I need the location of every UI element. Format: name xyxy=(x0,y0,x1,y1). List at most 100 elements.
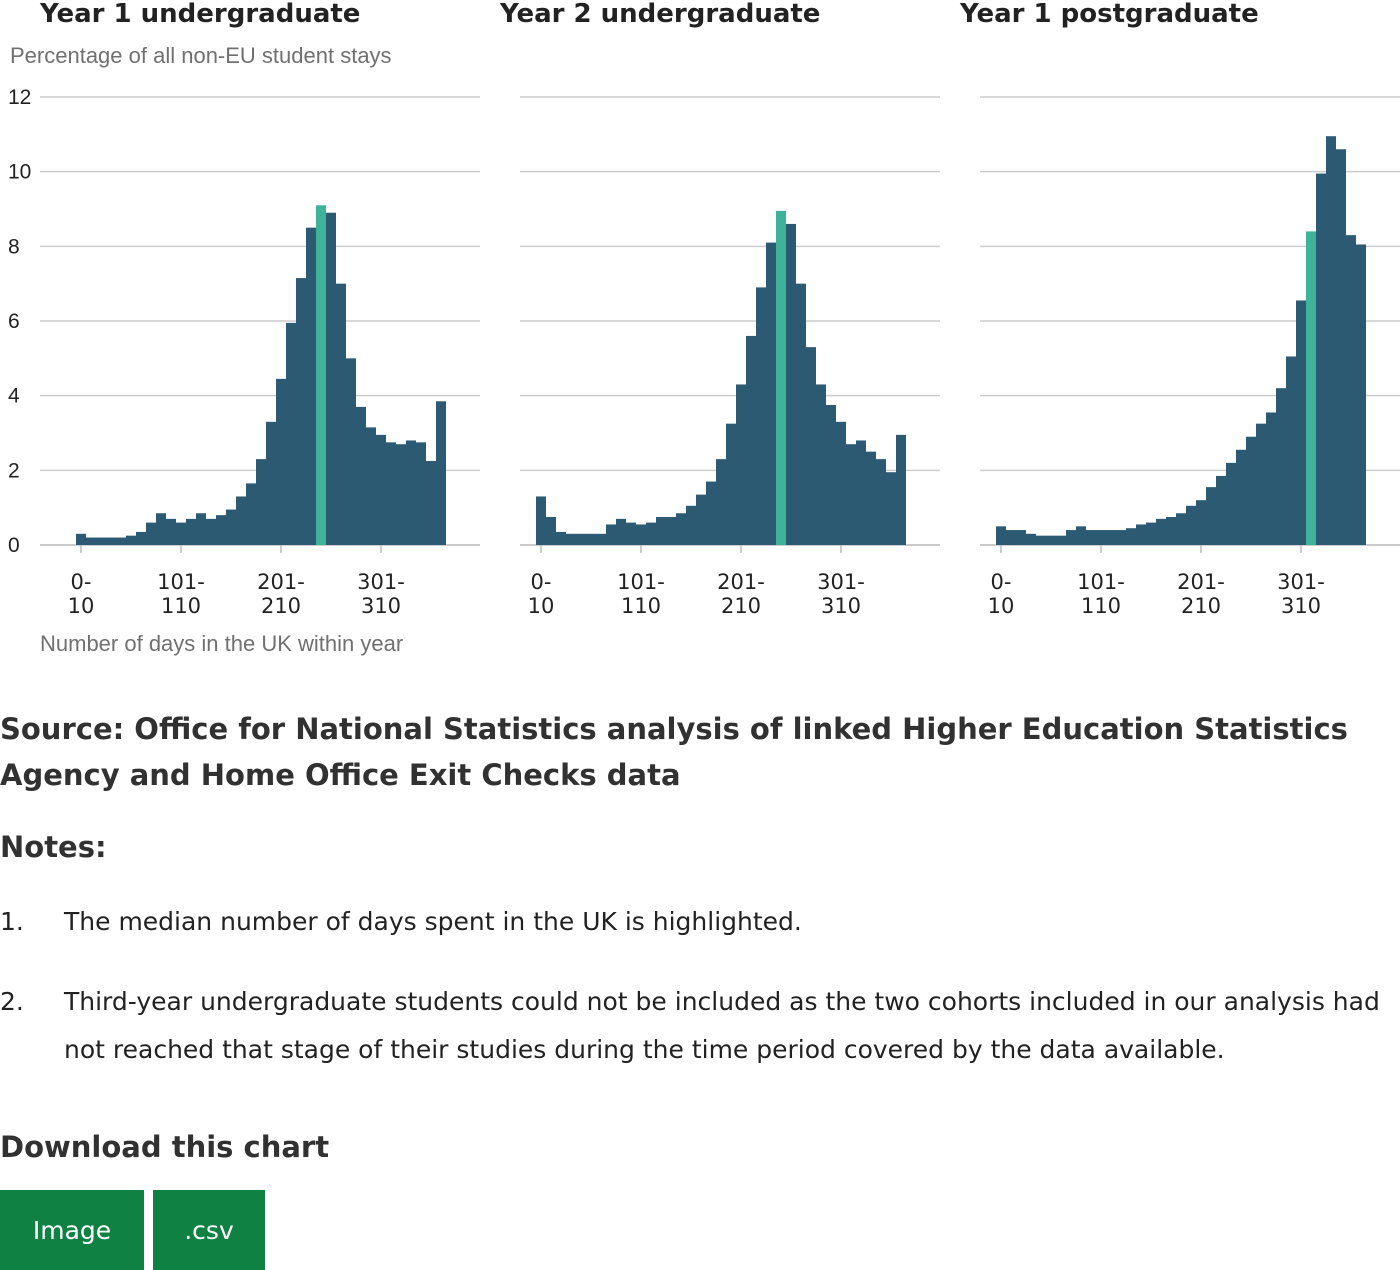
bar xyxy=(736,384,746,545)
bar xyxy=(806,347,816,545)
x-tick-label: 201-210 xyxy=(1177,570,1225,618)
note-text: The median number of days spent in the U… xyxy=(64,907,802,936)
bar xyxy=(1126,528,1136,545)
download-csv-button[interactable]: .csv xyxy=(153,1190,265,1270)
bar xyxy=(656,517,666,545)
bar xyxy=(1326,136,1336,545)
bar xyxy=(1016,530,1026,545)
bar xyxy=(126,535,136,545)
bar xyxy=(726,423,736,545)
panel-title: Year 1 postgraduate xyxy=(959,0,1259,29)
bar xyxy=(1056,535,1066,545)
median-bar xyxy=(1306,231,1316,545)
bar xyxy=(796,283,806,545)
notes-list: 1. The median number of days spent in th… xyxy=(0,898,1390,1106)
bar xyxy=(346,358,356,545)
panel-title: Year 2 undergraduate xyxy=(499,0,820,29)
bar xyxy=(846,444,856,545)
x-tick-label: 101-110 xyxy=(617,570,665,618)
bar xyxy=(1276,388,1286,545)
bar xyxy=(286,322,296,545)
y-axis-label: Percentage of all non-EU student stays xyxy=(10,43,392,68)
bar xyxy=(676,513,686,545)
bar xyxy=(176,522,186,545)
bar xyxy=(166,518,176,545)
bar xyxy=(816,384,826,545)
bar xyxy=(576,533,586,545)
bar xyxy=(1186,505,1196,545)
y-tick-label: 2 xyxy=(8,459,20,482)
bar xyxy=(136,531,146,545)
bar xyxy=(866,451,876,545)
bar xyxy=(716,459,726,545)
bar xyxy=(366,427,376,545)
note-item: 1. The median number of days spent in th… xyxy=(0,898,1390,946)
bar xyxy=(1036,535,1046,545)
bar xyxy=(216,515,226,545)
source-text: Source: Office for National Statistics a… xyxy=(0,712,1348,792)
bar xyxy=(276,378,286,545)
bar xyxy=(376,434,386,545)
bar xyxy=(626,522,636,545)
bar xyxy=(826,405,836,545)
bar xyxy=(436,401,446,545)
bar xyxy=(666,517,676,545)
note-text: Third-year undergraduate students could … xyxy=(64,987,1380,1064)
bar xyxy=(1046,535,1056,545)
download-title: Download this chart xyxy=(0,1130,330,1164)
bar xyxy=(1316,173,1326,546)
bar xyxy=(616,518,626,545)
note-item: 2. Third-year undergraduate students cou… xyxy=(0,978,1390,1074)
bar xyxy=(426,461,436,545)
download-image-button[interactable]: Image xyxy=(0,1190,144,1270)
bar xyxy=(226,509,236,545)
y-tick-label: 12 xyxy=(8,86,31,109)
panel-2: Year 2 undergraduate 0-10 101-110 201-210 30… xyxy=(499,0,940,618)
bar xyxy=(746,335,756,545)
bar xyxy=(1176,513,1186,545)
bar xyxy=(1286,356,1296,545)
x-tick-label: 301-310 xyxy=(1277,570,1325,618)
bar xyxy=(1006,530,1016,545)
note-number: 2. xyxy=(0,987,24,1016)
bar xyxy=(336,283,346,545)
bar xyxy=(396,444,406,545)
bar xyxy=(86,537,96,545)
bar xyxy=(1096,530,1106,545)
bar xyxy=(856,440,866,545)
bar xyxy=(686,505,696,545)
bar xyxy=(116,537,126,545)
bar xyxy=(1026,533,1036,545)
bar xyxy=(1166,517,1176,545)
bar xyxy=(186,518,196,545)
bar xyxy=(1296,300,1306,545)
bar xyxy=(1336,149,1346,545)
bar xyxy=(76,533,86,545)
x-axis-label: Number of days in the UK within year xyxy=(40,631,403,656)
bar xyxy=(786,223,796,545)
y-tick-label: 4 xyxy=(8,385,20,408)
y-tick-label: 0 xyxy=(8,534,20,557)
bar xyxy=(266,421,276,545)
x-tick-label: 301-310 xyxy=(817,570,865,618)
bar xyxy=(1206,487,1216,545)
bar xyxy=(536,496,546,545)
bar xyxy=(386,442,396,545)
bar xyxy=(106,537,116,545)
bar xyxy=(606,524,616,545)
bar xyxy=(96,537,106,545)
x-tick-label: 201-210 xyxy=(717,570,765,618)
bar xyxy=(876,459,886,545)
bar xyxy=(236,496,246,545)
notes-title: Notes: xyxy=(0,830,107,864)
bar xyxy=(1216,475,1226,545)
bar xyxy=(196,513,206,545)
bar xyxy=(886,472,896,545)
bar xyxy=(1226,462,1236,545)
bar xyxy=(566,533,576,545)
bar xyxy=(156,513,166,545)
panel-3: Year 1 postgraduate 0-10 101-110 201-210 301… xyxy=(959,0,1400,618)
y-tick-label: 8 xyxy=(8,235,20,258)
x-tick-label: 101-110 xyxy=(157,570,205,618)
bar xyxy=(1256,423,1266,545)
